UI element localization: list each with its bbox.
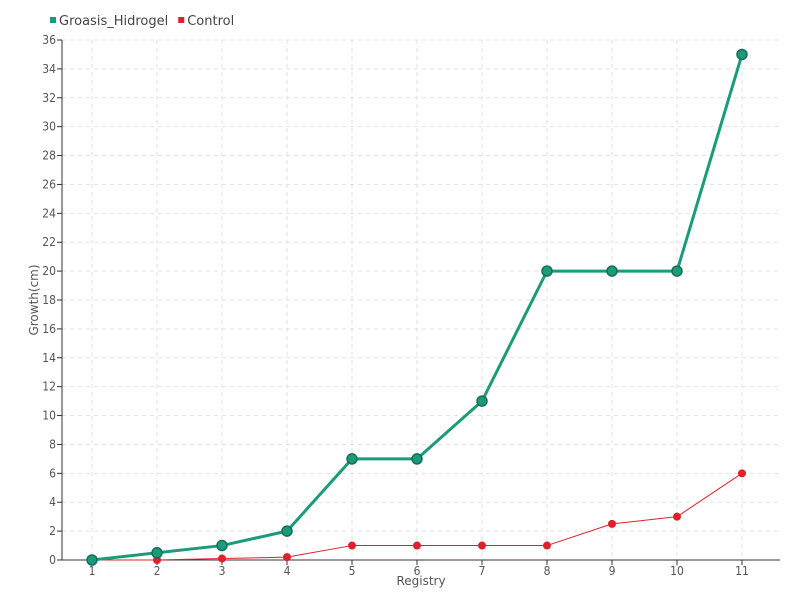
x-tick-label: 3 [219,564,226,578]
x-tick-label: 2 [154,564,161,578]
y-tick-label: 16 [42,322,56,336]
legend-swatch [178,17,185,23]
y-tick-label: 28 [42,149,56,163]
y-tick-label: 26 [42,177,56,191]
x-tick-label: 4 [284,564,291,578]
data-point[interactable] [348,541,356,550]
y-tick-label: 8 [49,437,56,451]
legend-item[interactable]: Control [178,14,234,29]
data-point[interactable] [738,469,746,478]
y-tick-label: 12 [42,380,56,394]
y-tick-label: 18 [42,293,56,307]
x-tick-label: 10 [670,564,684,578]
grid [62,39,780,560]
y-tick-label: 10 [42,409,56,423]
data-point[interactable] [216,539,228,552]
y-tick-label: 22 [42,235,56,249]
x-tick-label: 11 [735,564,749,578]
legend-item[interactable]: Groasis_Hidrogel [50,14,168,29]
x-tick-label: 1 [89,564,96,578]
x-tick-label: 5 [349,564,356,578]
series-groasis-hidrogel [86,48,748,566]
x-tick-label: 7 [479,564,486,578]
data-point[interactable] [736,48,748,61]
data-point[interactable] [151,547,163,559]
y-axis-title: Growth(cm) [27,264,41,335]
series-layer [86,48,748,566]
data-point[interactable] [476,395,488,407]
data-point[interactable] [541,265,553,277]
legend: Groasis_Hidrogel Control [50,14,234,29]
legend-label: Groasis_Hidrogel [59,14,168,29]
data-point[interactable] [608,519,616,528]
x-tick-label: 8 [544,564,551,578]
y-tick-label: 32 [42,91,56,105]
data-point[interactable] [478,541,486,550]
data-point[interactable] [413,541,421,550]
y-tick-label: 6 [49,466,56,480]
x-axis-title: Registry [396,574,445,588]
data-point[interactable] [411,453,423,465]
data-point[interactable] [543,541,551,550]
legend-swatch [50,17,56,23]
y-tick-label: 2 [49,524,56,538]
y-tick-label: 30 [42,120,56,134]
y-tick-label: 0 [49,553,56,567]
data-point[interactable] [218,554,226,563]
y-tick-label: 14 [42,351,56,365]
x-tick-label: 9 [609,564,616,578]
data-point[interactable] [283,553,291,562]
x-tick-label: 6 [414,564,421,578]
y-tick-label: 36 [42,33,56,47]
data-point[interactable] [673,512,681,521]
y-tick-label: 4 [49,495,56,509]
data-point[interactable] [346,453,358,465]
data-point[interactable] [281,525,293,537]
data-point[interactable] [671,265,683,277]
data-point[interactable] [606,265,618,277]
legend-label: Control [187,14,234,29]
x-axis-ticks: 1 2 3 4 5 6 7 8 9 10 11 [89,560,749,578]
y-tick-label: 34 [42,62,56,76]
data-point[interactable] [86,554,98,566]
y-tick-label: 20 [42,264,56,278]
y-tick-label: 24 [42,206,56,220]
